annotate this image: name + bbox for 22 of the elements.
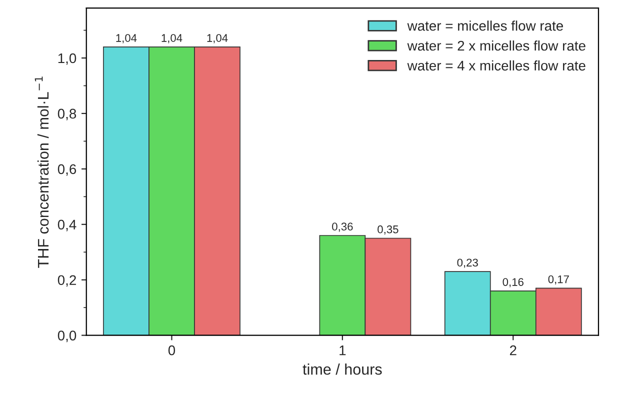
y-tick-label: 0,4 xyxy=(58,220,76,232)
legend-label: water = micelles flow rate xyxy=(407,20,563,31)
data-label: 0,23 xyxy=(457,258,478,268)
x-axis-title: time / hours xyxy=(302,364,382,375)
y-tick-label: 0,2 xyxy=(58,275,76,287)
data-label: 1,04 xyxy=(207,34,228,44)
x-tick-label: 1 xyxy=(340,346,346,356)
data-label: 1,04 xyxy=(162,34,182,44)
legend-label: water = 2 x micelles flow rate xyxy=(407,40,586,51)
y-axis-title: THF concentration / mol·L$^{−1}$ xyxy=(34,76,49,268)
data-label: 1,04 xyxy=(116,34,137,44)
y-tick-label: 0,8 xyxy=(58,108,76,120)
data-label: 0,35 xyxy=(378,225,398,235)
data-label: 0,17 xyxy=(548,275,569,285)
y-tick-label: 0,0 xyxy=(58,330,76,342)
data-label: 0,36 xyxy=(332,222,353,232)
y-tick-label: 1,0 xyxy=(58,53,76,65)
legend-label: water = 4 x micelles flow rate xyxy=(407,60,586,71)
y-tick-label: 0,6 xyxy=(58,164,76,176)
data-label: 0,16 xyxy=(502,278,524,288)
x-tick-label: 2 xyxy=(510,345,516,356)
x-tick-label: 0 xyxy=(168,345,176,356)
